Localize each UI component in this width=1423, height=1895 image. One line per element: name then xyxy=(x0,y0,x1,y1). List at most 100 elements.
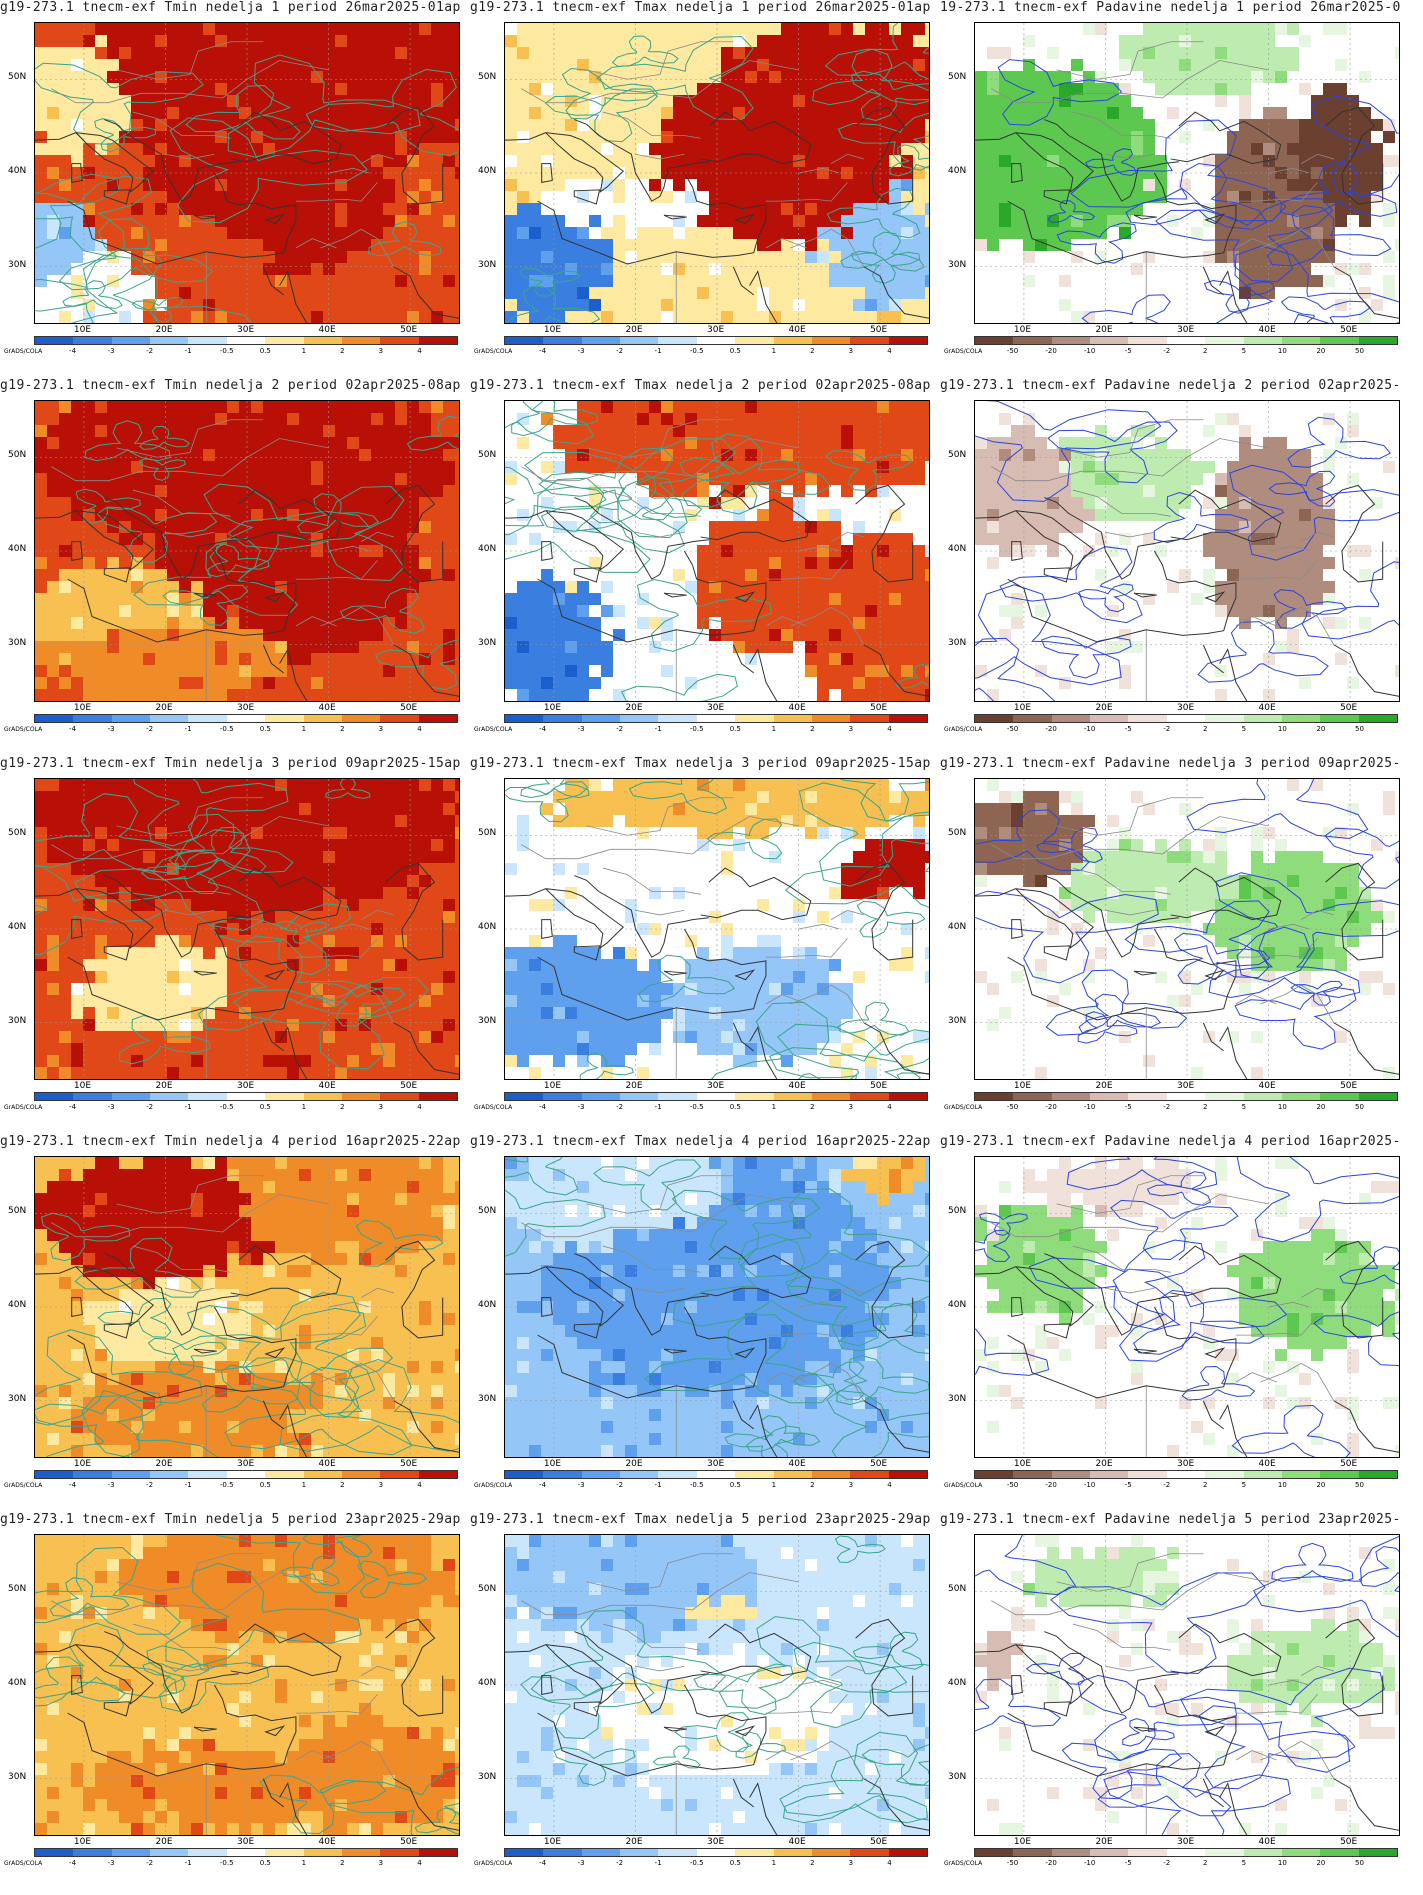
climatology-contours xyxy=(35,1212,459,1457)
colorbar-label: -3 xyxy=(107,1859,115,1867)
panel-title: g19-273.1 tnecm-exf Tmin nedelja 4 perio… xyxy=(0,1134,460,1149)
map-canvas xyxy=(35,23,459,323)
colorbar-swatch xyxy=(543,337,582,344)
colorbar-label: 3 xyxy=(378,1859,384,1867)
colorbar-label: 4 xyxy=(417,1103,422,1111)
map-panel-tmax-week-5: g19-273.1 tnecm-exf Tmax nedelja 5 perio… xyxy=(470,1512,930,1882)
colorbar-label: -1 xyxy=(184,1103,192,1111)
colorbar-label: -1 xyxy=(184,347,192,355)
colorbar-swatch xyxy=(696,1093,736,1100)
colorbar-label: -4 xyxy=(69,1103,77,1111)
colorbar-swatch xyxy=(888,1471,927,1478)
country-borders xyxy=(991,1175,1335,1457)
panel-title: g19-273.1 tnecm-exf Tmin nedelja 2 perio… xyxy=(0,378,460,393)
colorbar-swatch xyxy=(1358,337,1397,344)
colorbar-label: -3 xyxy=(577,725,585,733)
colorbar-swatch xyxy=(1051,1093,1091,1100)
longitude-label: 20E xyxy=(1095,325,1113,335)
colorbar-swatch xyxy=(773,1849,812,1856)
colorbar-swatch xyxy=(850,1093,889,1100)
colorbar-swatch xyxy=(1358,1849,1397,1856)
longitude-label: 20E xyxy=(155,1459,173,1469)
colorbar-swatch xyxy=(1205,1093,1244,1100)
country-borders xyxy=(991,41,1335,323)
country-borders xyxy=(51,41,395,323)
colorbar-label: -2 xyxy=(146,1859,154,1867)
colorbar-swatch xyxy=(543,715,582,722)
anomaly-map xyxy=(974,400,1400,702)
colorbar-label: -20 xyxy=(1045,1481,1057,1489)
longitude-label: 20E xyxy=(625,325,643,335)
colorbar-label: -2 xyxy=(616,1103,624,1111)
panel-title: g19-273.1 tnecm-exf Tmin nedelja 1 perio… xyxy=(0,0,460,15)
latitude-label: 50N xyxy=(478,828,497,839)
colorbar-label: 0.5 xyxy=(729,1859,741,1867)
anomaly-field-layer xyxy=(505,1157,929,1457)
colorbar-swatch xyxy=(543,1849,582,1856)
colorbar-label: 20 xyxy=(1316,1859,1326,1867)
colorbar-label: 2 xyxy=(340,347,345,355)
colorbar-swatch xyxy=(620,715,659,722)
latitude-label: 30N xyxy=(948,259,967,270)
colorbar-swatch xyxy=(380,1471,419,1478)
colorbar-swatch xyxy=(1320,715,1359,722)
colorbar-swatch xyxy=(658,715,697,722)
colorbar-swatch xyxy=(1358,1471,1397,1478)
colorbar-label: -2 xyxy=(1163,725,1171,733)
colorbar-swatch xyxy=(543,1093,582,1100)
panel-title: g19-273.1 tnecm-exf Tmax nedelja 3 perio… xyxy=(470,756,930,771)
colorbar-label: 3 xyxy=(378,725,384,733)
colorbar-label: 4 xyxy=(417,725,422,733)
colorbar-swatch xyxy=(811,1849,851,1856)
map-panel-tmax-week-1: g19-273.1 tnecm-exf Tmax nedelja 1 perio… xyxy=(470,0,930,370)
colorbar-label: -2 xyxy=(1163,1859,1171,1867)
colorbar-swatch xyxy=(620,1849,659,1856)
anomaly-field-layer xyxy=(35,401,459,701)
latitude-label: 40N xyxy=(478,922,497,932)
colorbar-label: -2 xyxy=(1163,1481,1171,1489)
colorbar-swatch xyxy=(888,1849,927,1856)
latitude-label: 30N xyxy=(8,1771,27,1782)
colorbar-label: 4 xyxy=(887,1481,892,1489)
grads-credit: GrADS/COLA xyxy=(944,1104,983,1111)
colorbar-swatch xyxy=(188,1093,227,1100)
colorbar xyxy=(974,1470,1398,1479)
longitude-label: 10E xyxy=(73,325,92,335)
longitude-label: 20E xyxy=(155,703,173,713)
colorbar-label: -10 xyxy=(1083,725,1096,733)
latitude-label: 50N xyxy=(478,450,497,461)
colorbar-label: 5 xyxy=(1241,1103,1247,1111)
colorbar-swatch xyxy=(1243,1093,1282,1100)
grads-credit: GrADS/COLA xyxy=(474,1860,513,1867)
colorbar-label: -3 xyxy=(107,725,115,733)
coastlines xyxy=(505,862,929,1079)
map-canvas xyxy=(505,23,929,323)
panel-title: g19-273.1 tnecm-exf Padavine nedelja 4 p… xyxy=(940,1134,1400,1149)
colorbar-swatch xyxy=(1243,337,1282,344)
colorbar-label: -1 xyxy=(654,1103,662,1111)
longitude-label: 30E xyxy=(707,1459,725,1469)
longitude-label: 50E xyxy=(400,1837,418,1847)
colorbar-label: 2 xyxy=(340,1103,345,1111)
longitude-label: 20E xyxy=(155,1837,173,1847)
colorbar-label: -2 xyxy=(1163,1103,1171,1111)
colorbar-swatch xyxy=(341,1471,381,1478)
latitude-label: 30N xyxy=(948,1393,967,1404)
longitude-label: 50E xyxy=(400,325,418,335)
colorbar xyxy=(34,336,458,345)
colorbar-swatch xyxy=(581,715,621,722)
colorbar-label: 4 xyxy=(887,347,892,355)
colorbar-label: 4 xyxy=(887,1859,892,1867)
colorbar-label: -2 xyxy=(146,725,154,733)
colorbar-swatch xyxy=(73,715,112,722)
colorbar-label: 0.5 xyxy=(259,1859,271,1867)
colorbar-label: 2 xyxy=(810,725,815,733)
colorbar-swatch xyxy=(1128,715,1167,722)
colorbar-swatch xyxy=(111,1849,151,1856)
map-canvas xyxy=(975,401,1399,701)
longitude-label: 50E xyxy=(870,1081,888,1091)
colorbar-swatch xyxy=(735,1471,774,1478)
colorbar-swatch xyxy=(1013,1849,1052,1856)
colorbar-swatch xyxy=(265,337,304,344)
colorbar-swatch xyxy=(505,1093,544,1100)
